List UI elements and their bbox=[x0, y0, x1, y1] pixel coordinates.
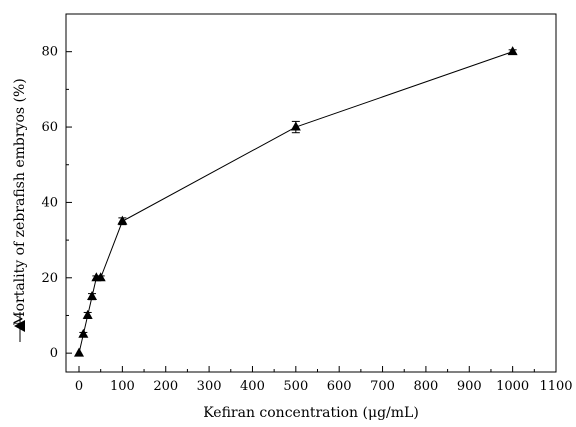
x-tick-label: 500 bbox=[283, 379, 308, 394]
y-tick-label: 20 bbox=[41, 271, 58, 286]
legend-marker bbox=[14, 320, 25, 332]
y-tick-label: 40 bbox=[41, 195, 58, 210]
y-tick-label: 60 bbox=[41, 120, 58, 135]
data-point bbox=[74, 347, 85, 357]
data-point bbox=[95, 272, 106, 282]
x-tick-label: 0 bbox=[75, 379, 83, 394]
x-tick-label: 1000 bbox=[496, 379, 529, 394]
data-point bbox=[78, 328, 89, 338]
y-tick-label: 80 bbox=[41, 45, 58, 60]
x-tick-label: 400 bbox=[240, 379, 265, 394]
x-tick-label: 1100 bbox=[539, 379, 572, 394]
y-axis-title: Mortality of zebrafish embryos (%) bbox=[12, 78, 28, 326]
x-axis-title: Kefiran concentration (μg/mL) bbox=[203, 405, 419, 421]
y-axis: 0 20 40 60 80 bbox=[41, 45, 72, 361]
x-tick-label: 600 bbox=[327, 379, 352, 394]
data-point bbox=[82, 309, 93, 319]
x-axis: 0 100 200 300 400 500 600 700 800 900 1000 1100 bbox=[75, 366, 573, 394]
x-tick-label: 800 bbox=[413, 379, 438, 394]
x-tick-label: 700 bbox=[370, 379, 395, 394]
x-tick-label: 300 bbox=[197, 379, 222, 394]
data-point bbox=[507, 46, 518, 56]
data-point bbox=[87, 291, 98, 301]
data-point bbox=[290, 121, 301, 131]
plot-area bbox=[65, 13, 557, 373]
series-layer bbox=[74, 46, 518, 357]
data-point bbox=[117, 215, 128, 225]
legend-key bbox=[14, 312, 25, 342]
y-axis-title-group: Mortality of zebrafish embryos (%) bbox=[12, 78, 28, 342]
y-tick-label: 0 bbox=[50, 346, 58, 361]
x-tick-label: 100 bbox=[110, 379, 135, 394]
series-line bbox=[78, 51, 513, 354]
x-tick-label: 200 bbox=[153, 379, 178, 394]
x-tick-label: 900 bbox=[457, 379, 482, 394]
